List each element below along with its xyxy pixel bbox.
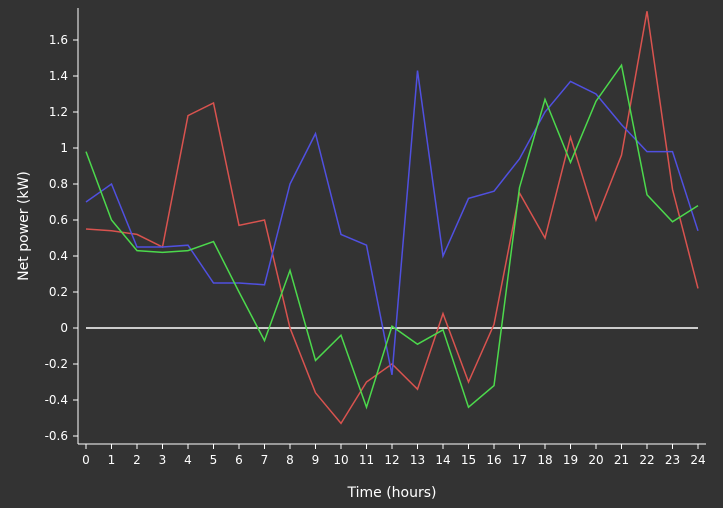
x-tick-label: 14 [435,453,450,467]
x-tick-label: 19 [563,453,578,467]
x-tick-label: 7 [261,453,269,467]
x-tick-label: 22 [639,453,654,467]
x-tick-label: 23 [665,453,680,467]
x-tick-label: 0 [82,453,90,467]
x-tick-label: 12 [384,453,399,467]
x-tick-label: 8 [286,453,294,467]
y-tick-label: 0.8 [49,177,68,191]
x-tick-label: 11 [359,453,374,467]
x-tick-label: 20 [588,453,603,467]
ticks-layer: -0.6-0.4-0.200.20.40.60.811.21.41.60 1 2 3 4… [45,33,706,467]
x-tick-label: 10 [333,453,348,467]
series-layer [85,11,699,425]
y-tick-label: 1.6 [49,33,68,47]
y-tick-label: 0.6 [49,213,68,227]
y-tick-label: -0.4 [45,393,68,407]
x-tick-label: 18 [537,453,552,467]
x-tick-label: 17 [512,453,527,467]
x-tick-label: 9 [312,453,320,467]
y-tick-label: 0 [60,321,68,335]
x-tick-label: 24 [690,453,705,467]
y-tick-label: 0.4 [49,249,68,263]
y-tick-label: 1.2 [49,105,68,119]
y-tick-label: 0.2 [49,285,68,299]
y-tick-label: -0.6 [45,429,68,443]
series-line-3 [85,63,699,410]
y-axis-label: Net power (kW) [16,171,32,281]
y-tick-label: 1 [60,141,68,155]
x-tick-label: 15 [461,453,476,467]
x-tick-label: 4 [184,453,192,467]
x-tick-label: 3 [159,453,167,467]
axes-layer [77,8,706,445]
y-tick-label: 1.4 [49,69,68,83]
x-tick-label: 21 [614,453,629,467]
x-tick-label: 13 [410,453,425,467]
series-line-1 [85,11,699,425]
x-axis-label: Time (hours) [347,485,437,501]
x-tick-label: 1 [108,453,116,467]
series-line-2 [85,70,699,375]
x-tick-label: 5 [210,453,218,467]
x-tick-label: 6 [235,453,243,467]
x-tick-label: 16 [486,453,501,467]
x-tick-label: 2 [133,453,141,467]
y-tick-label: -0.2 [45,357,68,371]
